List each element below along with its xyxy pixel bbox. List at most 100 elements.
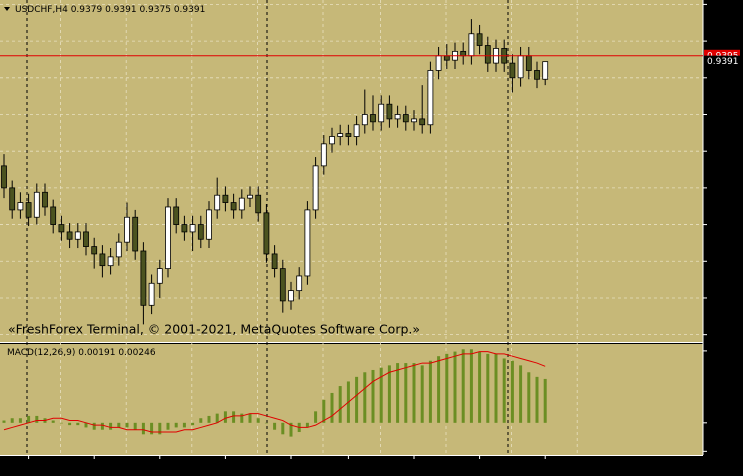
macd-bar bbox=[486, 353, 490, 423]
x-tick-label: 19 Mar 20:00 bbox=[261, 462, 321, 472]
watermark: «FreshForex Terminal, © 2001-2021, MetaQ… bbox=[8, 322, 420, 337]
macd-bar bbox=[338, 386, 342, 423]
macd-bar bbox=[535, 376, 539, 423]
macd-bar bbox=[502, 358, 506, 423]
macd-bar bbox=[330, 392, 334, 423]
macd-header: MACD(12,26,9) 0.00191 0.00246 bbox=[7, 348, 156, 358]
macd-bar bbox=[527, 372, 531, 423]
macd-bar bbox=[453, 351, 457, 423]
candle-body bbox=[370, 114, 376, 123]
bid-label-box bbox=[704, 55, 740, 68]
y-tick-label: 0.9430 bbox=[708, 0, 740, 10]
candle-body bbox=[419, 118, 426, 126]
candle-body bbox=[386, 103, 393, 120]
candle-body bbox=[525, 55, 532, 71]
macd-bar bbox=[84, 422, 88, 428]
x-tick-label: 25 Mar 20:00 bbox=[450, 462, 510, 472]
candle-body bbox=[271, 253, 278, 270]
macd-bar bbox=[215, 413, 219, 423]
macd-bar bbox=[35, 415, 39, 423]
candle-body bbox=[263, 212, 270, 255]
macd-bar bbox=[2, 420, 6, 423]
menu-arrow[interactable] bbox=[4, 7, 10, 11]
macd-bar bbox=[519, 365, 523, 423]
macd-bar bbox=[248, 413, 252, 423]
macd-bar bbox=[404, 363, 408, 423]
macd-bar bbox=[51, 420, 55, 423]
x-tick-label: 29 Mar 04:00 bbox=[515, 462, 575, 472]
candle-body bbox=[361, 114, 368, 126]
macd-bar bbox=[461, 349, 465, 423]
macd-bar bbox=[27, 415, 31, 423]
macd-bar bbox=[289, 422, 293, 437]
candle-body bbox=[124, 216, 130, 243]
macd-bar bbox=[264, 422, 268, 424]
candle-body bbox=[42, 191, 48, 208]
y-tick-label: 0.9255 bbox=[708, 257, 740, 267]
macd-bar bbox=[191, 422, 195, 426]
macd-bar bbox=[494, 353, 498, 423]
y-tick-label: 0.9405 bbox=[708, 37, 740, 47]
candle-body bbox=[25, 202, 32, 218]
macd-bar bbox=[199, 418, 203, 423]
candle-body bbox=[165, 206, 171, 270]
macd-bar bbox=[379, 367, 383, 423]
x-tick-label: 12 Mar 2021 bbox=[0, 462, 57, 472]
macd-bar bbox=[387, 365, 391, 423]
candle-body bbox=[74, 231, 81, 240]
macd-bar bbox=[355, 376, 359, 423]
y-tick-label: -0.00124 bbox=[707, 447, 743, 457]
macd-bar bbox=[396, 363, 400, 423]
macd-bar bbox=[437, 356, 441, 423]
candle-body bbox=[148, 282, 155, 306]
candle-body bbox=[66, 231, 73, 240]
macd-bar bbox=[59, 422, 63, 424]
candle-body bbox=[460, 50, 467, 57]
candle-body bbox=[140, 250, 147, 306]
candle-body bbox=[58, 224, 65, 233]
candle-body bbox=[394, 114, 401, 120]
candle-body bbox=[443, 55, 450, 61]
macd-bar bbox=[166, 422, 170, 430]
x-tick-label: 24 Mar 12:00 bbox=[384, 462, 444, 472]
macd-signal bbox=[3, 351, 546, 433]
candle-body bbox=[17, 202, 24, 211]
candle-body bbox=[206, 209, 212, 240]
macd-bar bbox=[420, 365, 424, 423]
macd-bar bbox=[207, 415, 211, 423]
candle-body bbox=[115, 241, 122, 258]
candle-body bbox=[132, 216, 139, 252]
macd-bar bbox=[158, 422, 162, 435]
macd-bar bbox=[117, 422, 121, 428]
macd-bar bbox=[281, 422, 285, 435]
x-tick-label: 15 Mar 20:00 bbox=[64, 462, 124, 472]
candle-body bbox=[33, 191, 40, 218]
candle-body bbox=[509, 62, 516, 79]
candle-body bbox=[156, 268, 163, 284]
macd-bar bbox=[256, 418, 260, 423]
macd-bar bbox=[322, 399, 326, 423]
candle-body bbox=[173, 206, 180, 225]
candle-body bbox=[107, 256, 114, 267]
macd-bar bbox=[76, 422, 80, 426]
candle-body bbox=[288, 290, 294, 302]
y-tick-label: 0.9205 bbox=[708, 330, 740, 340]
candle-body bbox=[9, 187, 16, 211]
candle-body bbox=[279, 268, 286, 302]
x-tick-label: 23 Mar 04:00 bbox=[318, 462, 378, 472]
y-tick-label: 0.9305 bbox=[708, 183, 740, 193]
macd-bar bbox=[428, 360, 432, 423]
macd-bar bbox=[68, 422, 72, 426]
macd-bar bbox=[10, 418, 14, 423]
y-tick-label: 0.9230 bbox=[708, 293, 740, 303]
macd-bar bbox=[543, 378, 547, 423]
symbol: USDCHF,H4 0.9379 0.9391 0.9375 0.9391 bbox=[15, 5, 205, 15]
y-tick-label: 0.9380 bbox=[708, 73, 740, 83]
candle-body bbox=[99, 253, 106, 267]
candle-body bbox=[542, 61, 549, 80]
candle-body bbox=[83, 231, 89, 247]
candle-body bbox=[411, 118, 417, 123]
y-tick-label: 0.9355 bbox=[708, 110, 740, 120]
y-tick-label: 0.00313 bbox=[707, 346, 743, 356]
